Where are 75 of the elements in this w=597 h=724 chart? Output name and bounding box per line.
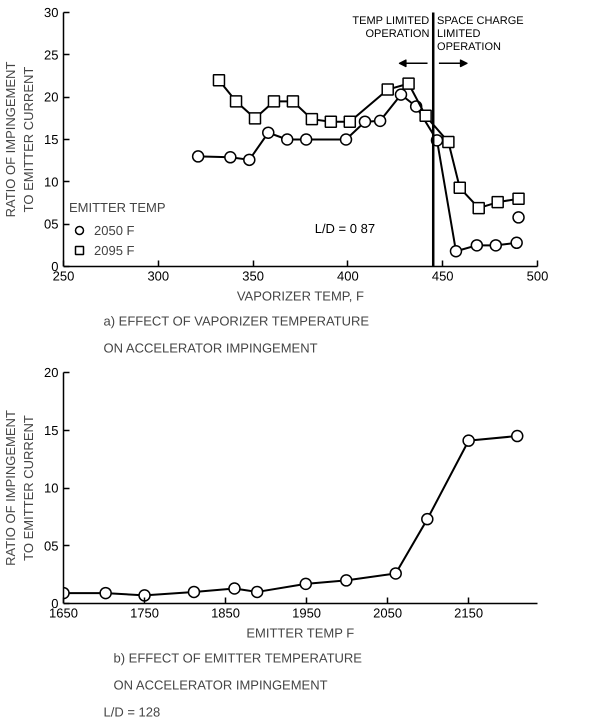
y-axis-title: RATIO OF IMPINGEMENT TO EMITTER CURRENT [3, 410, 36, 566]
annotation: L/D = 0 87 [314, 221, 376, 236]
x-tick-label: 2050 [373, 606, 402, 620]
point [344, 115, 356, 128]
point [450, 245, 462, 258]
point [340, 574, 353, 587]
point [358, 115, 372, 128]
point [340, 133, 352, 146]
point [381, 83, 394, 96]
point [250, 586, 264, 598]
point [300, 133, 312, 146]
point [306, 112, 318, 126]
point [324, 115, 338, 128]
point [402, 77, 415, 90]
x-tick-label: 400 [337, 268, 359, 284]
point [262, 126, 275, 139]
y-tick-label: 20 [44, 90, 59, 105]
annotation: SPACE CHARGE LIMITED OPERATION [437, 15, 524, 54]
legend-title: EMITTER TEMP [69, 200, 166, 215]
x-axis-title: EMITTER TEMP F [246, 626, 354, 640]
point [224, 151, 237, 164]
legend-label: 2050 F [94, 222, 134, 238]
x-tick-label: 1750 [130, 606, 159, 620]
y-tick-label: 25 [44, 47, 59, 62]
point [472, 202, 485, 214]
legend-label: 2095 F [94, 242, 134, 258]
point [470, 239, 484, 252]
x-tick-label: 350 [242, 268, 264, 284]
x-tick-label: 500 [526, 268, 548, 284]
x-axis-title: VAPORIZER TEMP, F [236, 288, 364, 304]
point [394, 88, 408, 101]
y-tick-label: 10 [44, 174, 59, 190]
point [230, 95, 242, 108]
point [490, 239, 502, 252]
point [510, 430, 524, 442]
point [286, 95, 300, 108]
point [421, 512, 434, 526]
point [212, 74, 226, 86]
y-tick-label: 15 [44, 422, 59, 438]
point [442, 136, 455, 148]
point [300, 578, 312, 590]
point [454, 182, 466, 194]
text: b) EFFECT OF EMITTER TEMPERATURE ON ACCELERATOR IMPINGEMENT [114, 650, 362, 692]
y-axis-title: RATIO OF IMPINGEMENT TO EMITTER CURRENT [3, 62, 36, 218]
y-tick-label: 05 [44, 538, 59, 554]
point [389, 567, 402, 580]
point [243, 154, 256, 166]
point [374, 114, 386, 128]
point [512, 211, 525, 224]
y-tick-label: 10 [44, 480, 59, 496]
point [419, 110, 432, 122]
point [491, 196, 504, 208]
y-tick-label: 15 [44, 132, 59, 147]
x-tick-label: 450 [432, 268, 454, 284]
point [138, 589, 151, 602]
x-tick-label: 300 [147, 268, 170, 284]
x-tick-label: 2150 [454, 606, 484, 620]
point [510, 236, 523, 250]
point [228, 582, 241, 595]
point [192, 150, 204, 163]
point [99, 586, 112, 600]
text: L/D = 128 [104, 704, 160, 720]
annotation: TEMP LIMITED OPERATION [352, 15, 430, 40]
y-tick-label: 30 [44, 5, 59, 20]
y-tick-label: 20 [44, 365, 59, 380]
point [188, 586, 200, 598]
y-tick-label: 05 [44, 216, 59, 232]
text: a) EFFECT OF VAPORIZER TEMPERATURE ON ACCELERATOR IMPINGEMENT [104, 314, 370, 356]
point [268, 95, 280, 108]
point [280, 133, 294, 146]
point [248, 112, 262, 125]
x-tick-label: 1950 [292, 606, 322, 620]
point [512, 192, 525, 206]
x-tick-label: 1850 [211, 606, 240, 620]
point [462, 434, 475, 447]
